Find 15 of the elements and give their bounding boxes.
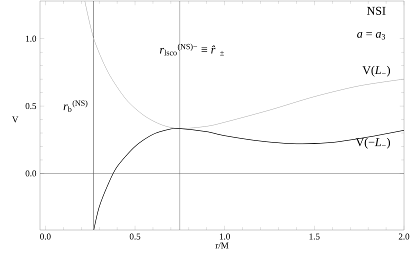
- series-label: V(−L$_{−}$): [356, 138, 390, 149]
- annotation: a = a$_{3}$: [357, 32, 386, 40]
- ref-line-label: r$_{lsco}$$^{(NS)−}$ ≡ r̂$_{±}$: [160, 44, 224, 56]
- y-axis-title: V: [12, 116, 18, 122]
- x-tick-label: 1.0: [220, 234, 230, 240]
- annotation: NSI: [367, 6, 386, 15]
- x-tick-label: 0.5: [130, 234, 140, 240]
- y-tick-label: 1.0: [26, 36, 36, 42]
- y-tick-label: 0.5: [26, 103, 36, 110]
- y-tick-label: 0.0: [26, 170, 36, 176]
- x-axis-title: r/M: [215, 242, 228, 248]
- series-label: V(L$_{−}$): [362, 66, 390, 77]
- x-tick-label: 1.5: [310, 234, 320, 240]
- x-tick-label: 0.0: [40, 234, 51, 240]
- x-tick-label: 2.0: [398, 234, 410, 240]
